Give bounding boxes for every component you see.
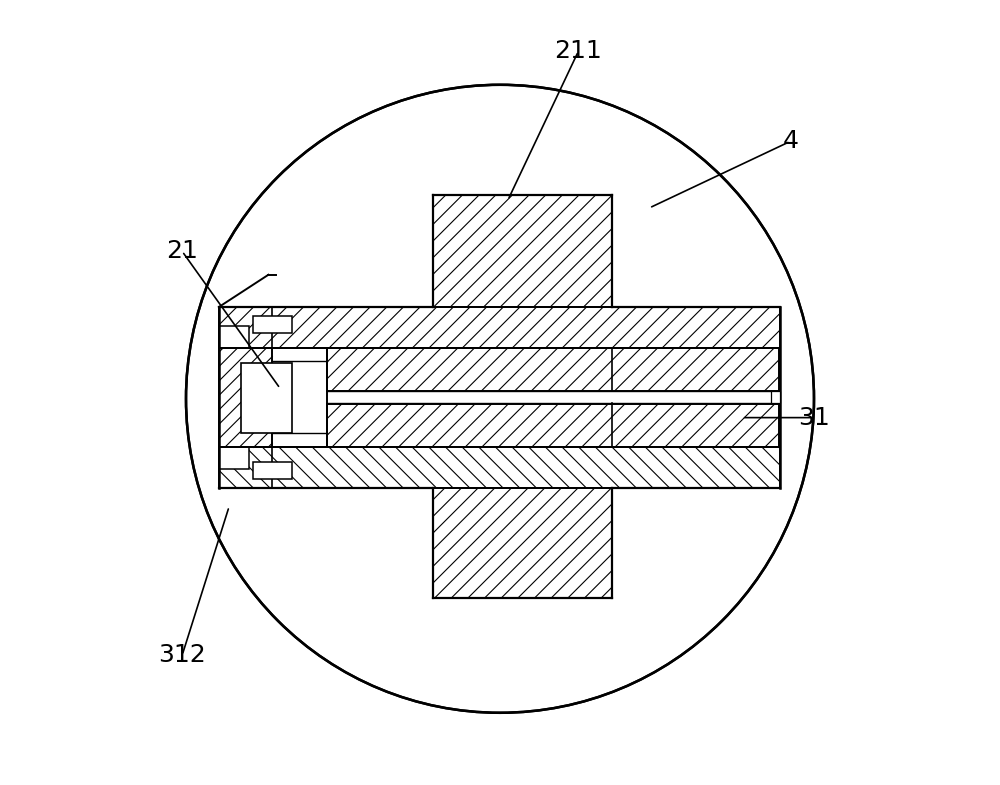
Text: 21: 21 [166, 239, 198, 263]
Bar [771, 391, 780, 403]
Bar [433, 195, 612, 307]
Text: 31: 31 [798, 406, 830, 429]
Bar [219, 447, 780, 488]
Bar [219, 447, 780, 488]
Bar [219, 348, 272, 447]
Bar [327, 348, 779, 391]
Bar [433, 195, 612, 307]
Bar [219, 447, 249, 469]
Bar [327, 348, 779, 391]
Bar [219, 326, 249, 348]
Text: 211: 211 [555, 39, 602, 63]
Bar [327, 404, 779, 447]
Bar [433, 488, 612, 598]
Text: 312: 312 [158, 644, 206, 667]
Bar [219, 307, 780, 348]
Text: 4: 4 [782, 130, 798, 153]
Bar [253, 462, 292, 479]
Bar [327, 404, 779, 447]
Bar [327, 391, 779, 403]
Bar [433, 488, 612, 598]
Bar [253, 316, 292, 333]
Bar [241, 363, 292, 433]
Bar [219, 307, 780, 348]
Circle shape [186, 85, 814, 713]
Bar [219, 348, 272, 447]
